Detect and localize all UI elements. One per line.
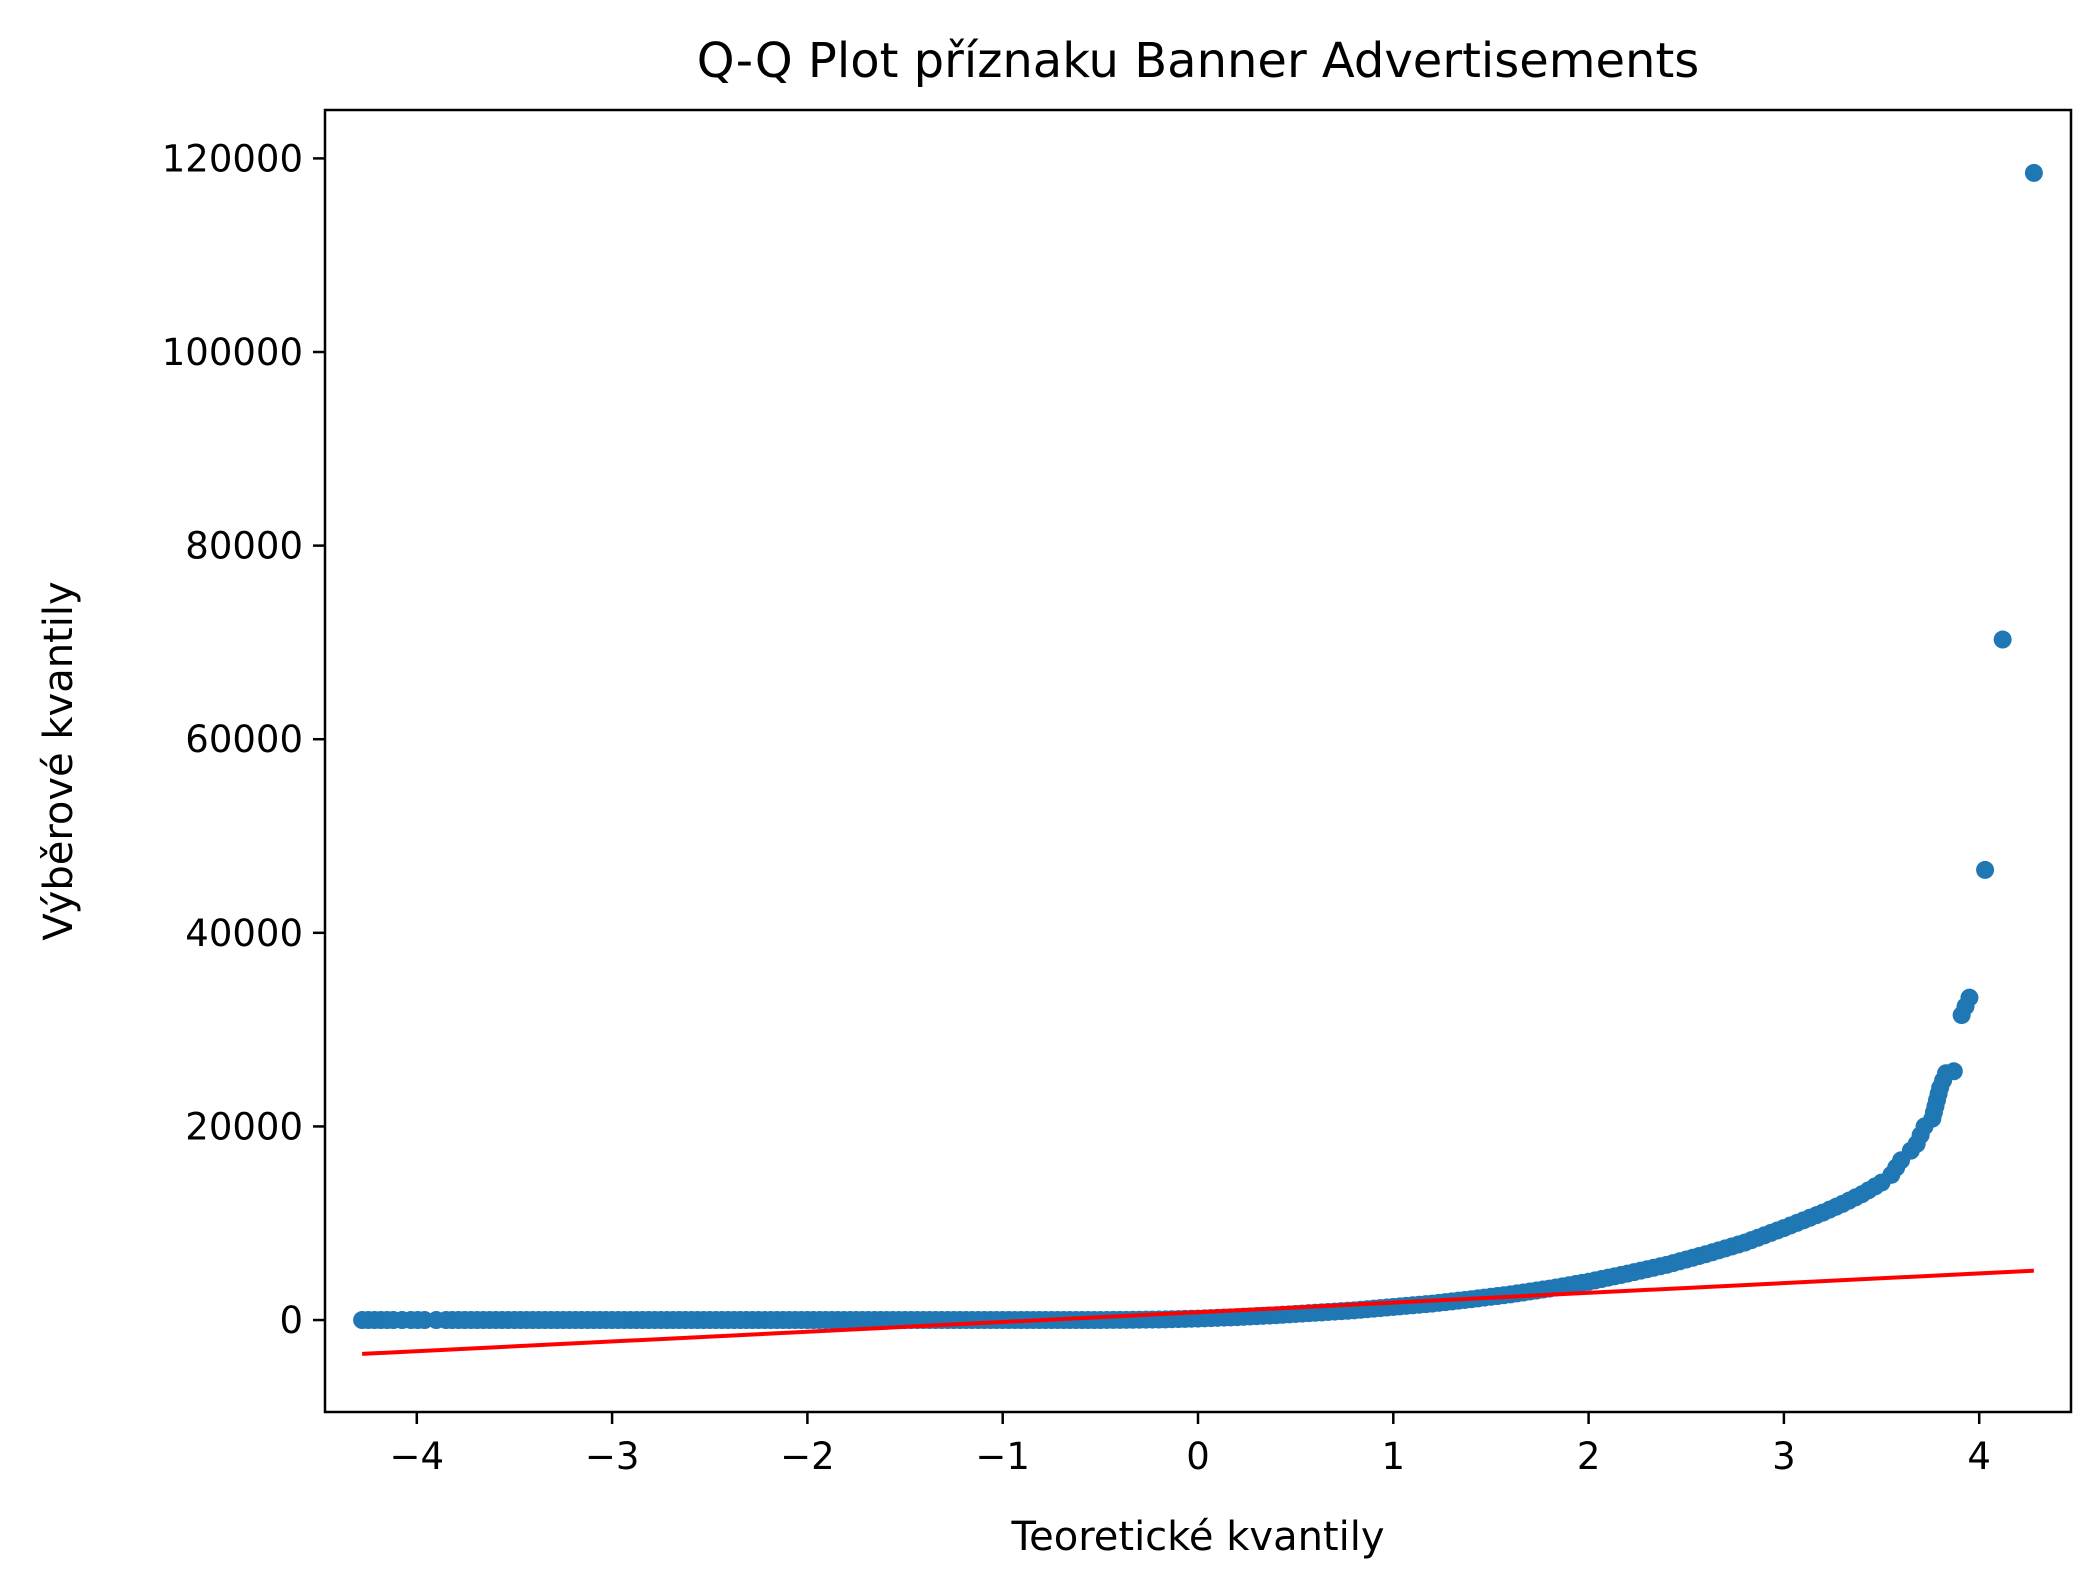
y-tick-label: 20000 [185, 1105, 303, 1148]
x-tick-label: 4 [1967, 1435, 1991, 1478]
qq-point [2024, 163, 2043, 182]
x-tick-label: −4 [390, 1435, 445, 1478]
x-tick-label: 2 [1577, 1435, 1601, 1478]
y-tick-label: 40000 [185, 912, 303, 955]
x-tick-label: 1 [1382, 1435, 1406, 1478]
qq-point [1944, 1062, 1963, 1081]
chart-title: Q-Q Plot příznaku Banner Advertisements [697, 33, 1700, 89]
y-tick-label: 120000 [162, 137, 303, 180]
x-axis-ticks: −4 −3 −2 −1 0 1 2 3 4 [390, 1412, 1991, 1478]
y-tick-label: 0 [279, 1299, 303, 1342]
qq-point [1960, 988, 1979, 1007]
y-tick-label: 60000 [185, 718, 303, 761]
x-axis-title: Teoretické kvantily [1010, 1514, 1384, 1560]
axes-frame [323, 108, 2073, 1414]
x-tick-label: −1 [975, 1435, 1030, 1478]
y-axis-ticks: 0 20000 40000 60000 80000 100000 120000 [162, 137, 325, 1342]
x-tick-label: 0 [1186, 1435, 1210, 1478]
x-tick-label: −2 [780, 1435, 835, 1478]
qq-point [1976, 860, 1995, 879]
y-tick-label: 80000 [185, 525, 303, 568]
plot-area [353, 163, 2043, 1356]
reference-fit-line [362, 1268, 2034, 1356]
y-tick-label: 100000 [162, 331, 303, 374]
qq-point [1993, 630, 2012, 649]
y-axis-title: Výběrové kvantily [36, 581, 82, 940]
x-tick-label: 3 [1772, 1435, 1796, 1478]
x-tick-label: −3 [585, 1435, 640, 1478]
